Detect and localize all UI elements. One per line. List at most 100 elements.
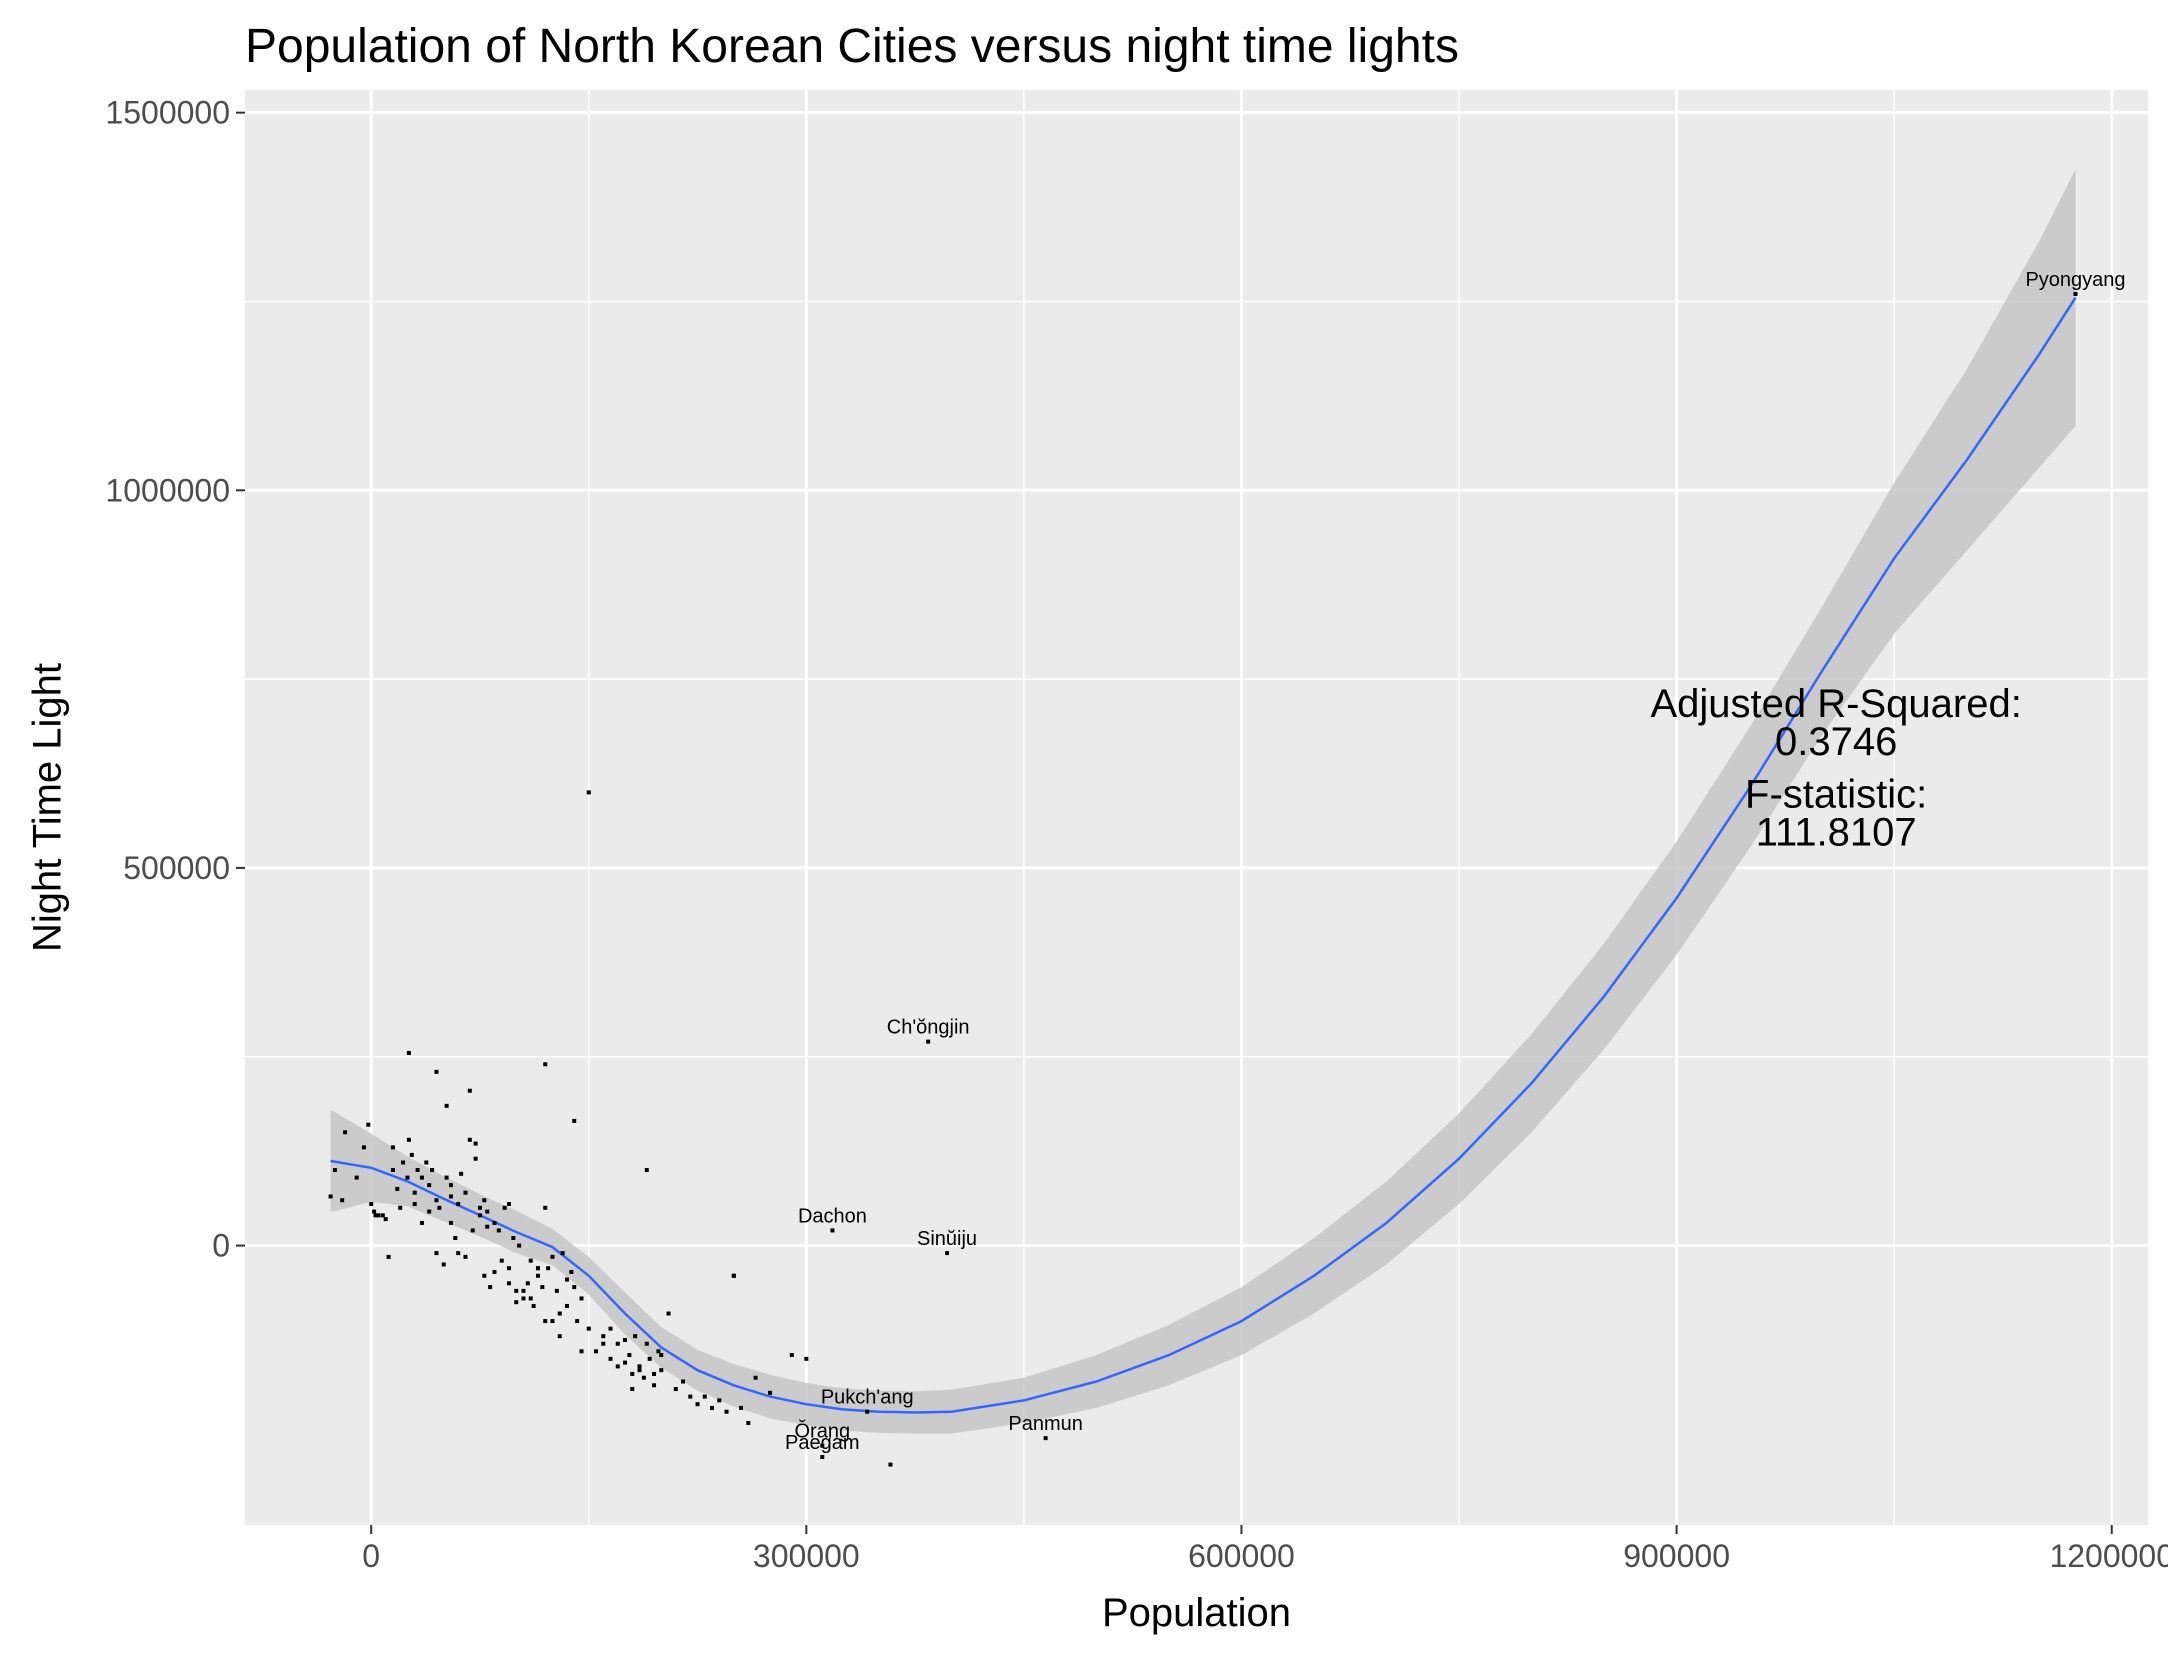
data-point bbox=[434, 1069, 439, 1074]
stat-annotation-line: F-statistic: bbox=[1745, 773, 1927, 817]
point-label: Ŏrang bbox=[794, 1420, 850, 1443]
data-point bbox=[546, 1266, 551, 1271]
data-point bbox=[789, 1353, 794, 1358]
point-label: Pukch'ang bbox=[821, 1387, 914, 1409]
data-point bbox=[572, 1118, 577, 1123]
data-point bbox=[430, 1168, 435, 1173]
plot-panel bbox=[245, 90, 2148, 1525]
data-point bbox=[419, 1175, 424, 1180]
data-point bbox=[401, 1160, 406, 1165]
data-point bbox=[535, 1273, 540, 1278]
data-point bbox=[521, 1296, 526, 1301]
data-point bbox=[453, 1236, 458, 1240]
point-label: Paegam bbox=[785, 1432, 860, 1454]
data-point bbox=[390, 1168, 395, 1173]
data-point bbox=[376, 1213, 381, 1218]
data-point bbox=[820, 1455, 825, 1460]
data-point bbox=[456, 1202, 461, 1207]
data-point bbox=[369, 1202, 374, 1207]
data-point bbox=[528, 1296, 533, 1301]
data-point bbox=[328, 1194, 333, 1199]
data-point bbox=[332, 1168, 337, 1173]
data-point bbox=[398, 1205, 403, 1210]
data-point bbox=[415, 1168, 420, 1173]
data-point bbox=[535, 1266, 540, 1271]
data-point bbox=[492, 1269, 497, 1274]
data-point bbox=[659, 1353, 664, 1358]
y-tick-label: 1500000 bbox=[105, 95, 230, 131]
data-point bbox=[656, 1349, 661, 1354]
data-point bbox=[557, 1311, 562, 1316]
data-point bbox=[488, 1285, 493, 1290]
data-point bbox=[554, 1288, 559, 1293]
data-point bbox=[594, 1349, 599, 1354]
data-point bbox=[572, 1285, 577, 1290]
point-label: Sinŭiju bbox=[917, 1228, 977, 1250]
data-point bbox=[641, 1375, 646, 1380]
x-axis-title: Population bbox=[1102, 1591, 1291, 1635]
data-point bbox=[340, 1198, 345, 1203]
data-point bbox=[575, 1319, 580, 1324]
data-point bbox=[424, 1160, 429, 1165]
data-point bbox=[627, 1353, 632, 1358]
data-point bbox=[383, 1217, 388, 1222]
data-point bbox=[499, 1258, 504, 1263]
data-point bbox=[753, 1375, 758, 1380]
data-point bbox=[615, 1341, 620, 1346]
data-point bbox=[434, 1198, 439, 1203]
x-tick-label: 0 bbox=[362, 1538, 380, 1574]
data-point bbox=[514, 1300, 519, 1305]
data-point bbox=[406, 1137, 411, 1142]
data-point bbox=[514, 1288, 519, 1293]
data-point bbox=[506, 1266, 511, 1271]
data-point bbox=[463, 1254, 468, 1259]
data-point bbox=[623, 1337, 628, 1342]
data-point bbox=[865, 1409, 870, 1414]
grid-major bbox=[245, 90, 2148, 1525]
data-points bbox=[328, 790, 809, 1426]
data-point bbox=[405, 1175, 410, 1180]
data-point bbox=[652, 1383, 657, 1388]
x-axis: 0 300000 600000 900000 1200000 bbox=[362, 1525, 2168, 1574]
data-point bbox=[448, 1194, 453, 1199]
data-point bbox=[579, 1349, 584, 1354]
stat-annotations: Adjusted R-Squared:0.3746 F-statistic:111… bbox=[1650, 682, 2021, 855]
y-axis-title: Night Time Light bbox=[26, 663, 70, 952]
data-point bbox=[637, 1368, 642, 1373]
data-point bbox=[608, 1356, 613, 1361]
data-point bbox=[820, 1443, 825, 1448]
data-point bbox=[637, 1364, 642, 1369]
data-point bbox=[482, 1273, 487, 1278]
data-point bbox=[434, 1251, 439, 1256]
point-label: Ch'ŏngjin bbox=[887, 1017, 970, 1039]
data-point bbox=[395, 1186, 400, 1191]
data-point bbox=[565, 1303, 570, 1308]
y-tick-label: 0 bbox=[212, 1228, 230, 1264]
data-point bbox=[830, 1228, 835, 1233]
data-point bbox=[380, 1213, 385, 1218]
y-tick-label: 1000000 bbox=[105, 472, 230, 508]
data-point bbox=[615, 1364, 620, 1369]
data-point bbox=[717, 1398, 722, 1403]
data-point bbox=[659, 1368, 664, 1373]
data-point bbox=[630, 1387, 635, 1392]
data-point bbox=[746, 1421, 751, 1426]
data-point bbox=[1043, 1436, 1048, 1441]
data-point bbox=[702, 1394, 707, 1399]
data-point bbox=[409, 1152, 414, 1157]
data-point bbox=[467, 1137, 472, 1142]
data-point bbox=[485, 1209, 490, 1214]
data-point bbox=[560, 1251, 565, 1256]
data-point bbox=[456, 1251, 461, 1256]
data-point bbox=[463, 1190, 468, 1195]
data-point bbox=[427, 1183, 432, 1188]
data-point bbox=[444, 1175, 449, 1180]
data-point bbox=[644, 1341, 649, 1346]
data-point bbox=[543, 1319, 548, 1324]
data-point bbox=[485, 1224, 490, 1229]
data-point bbox=[579, 1296, 584, 1301]
data-point bbox=[343, 1130, 348, 1135]
data-point bbox=[427, 1209, 432, 1214]
labeled-points: Pyongyang Ch'ŏngjin Dachon Sinŭiju Pukch'ang… bbox=[785, 269, 2126, 1467]
